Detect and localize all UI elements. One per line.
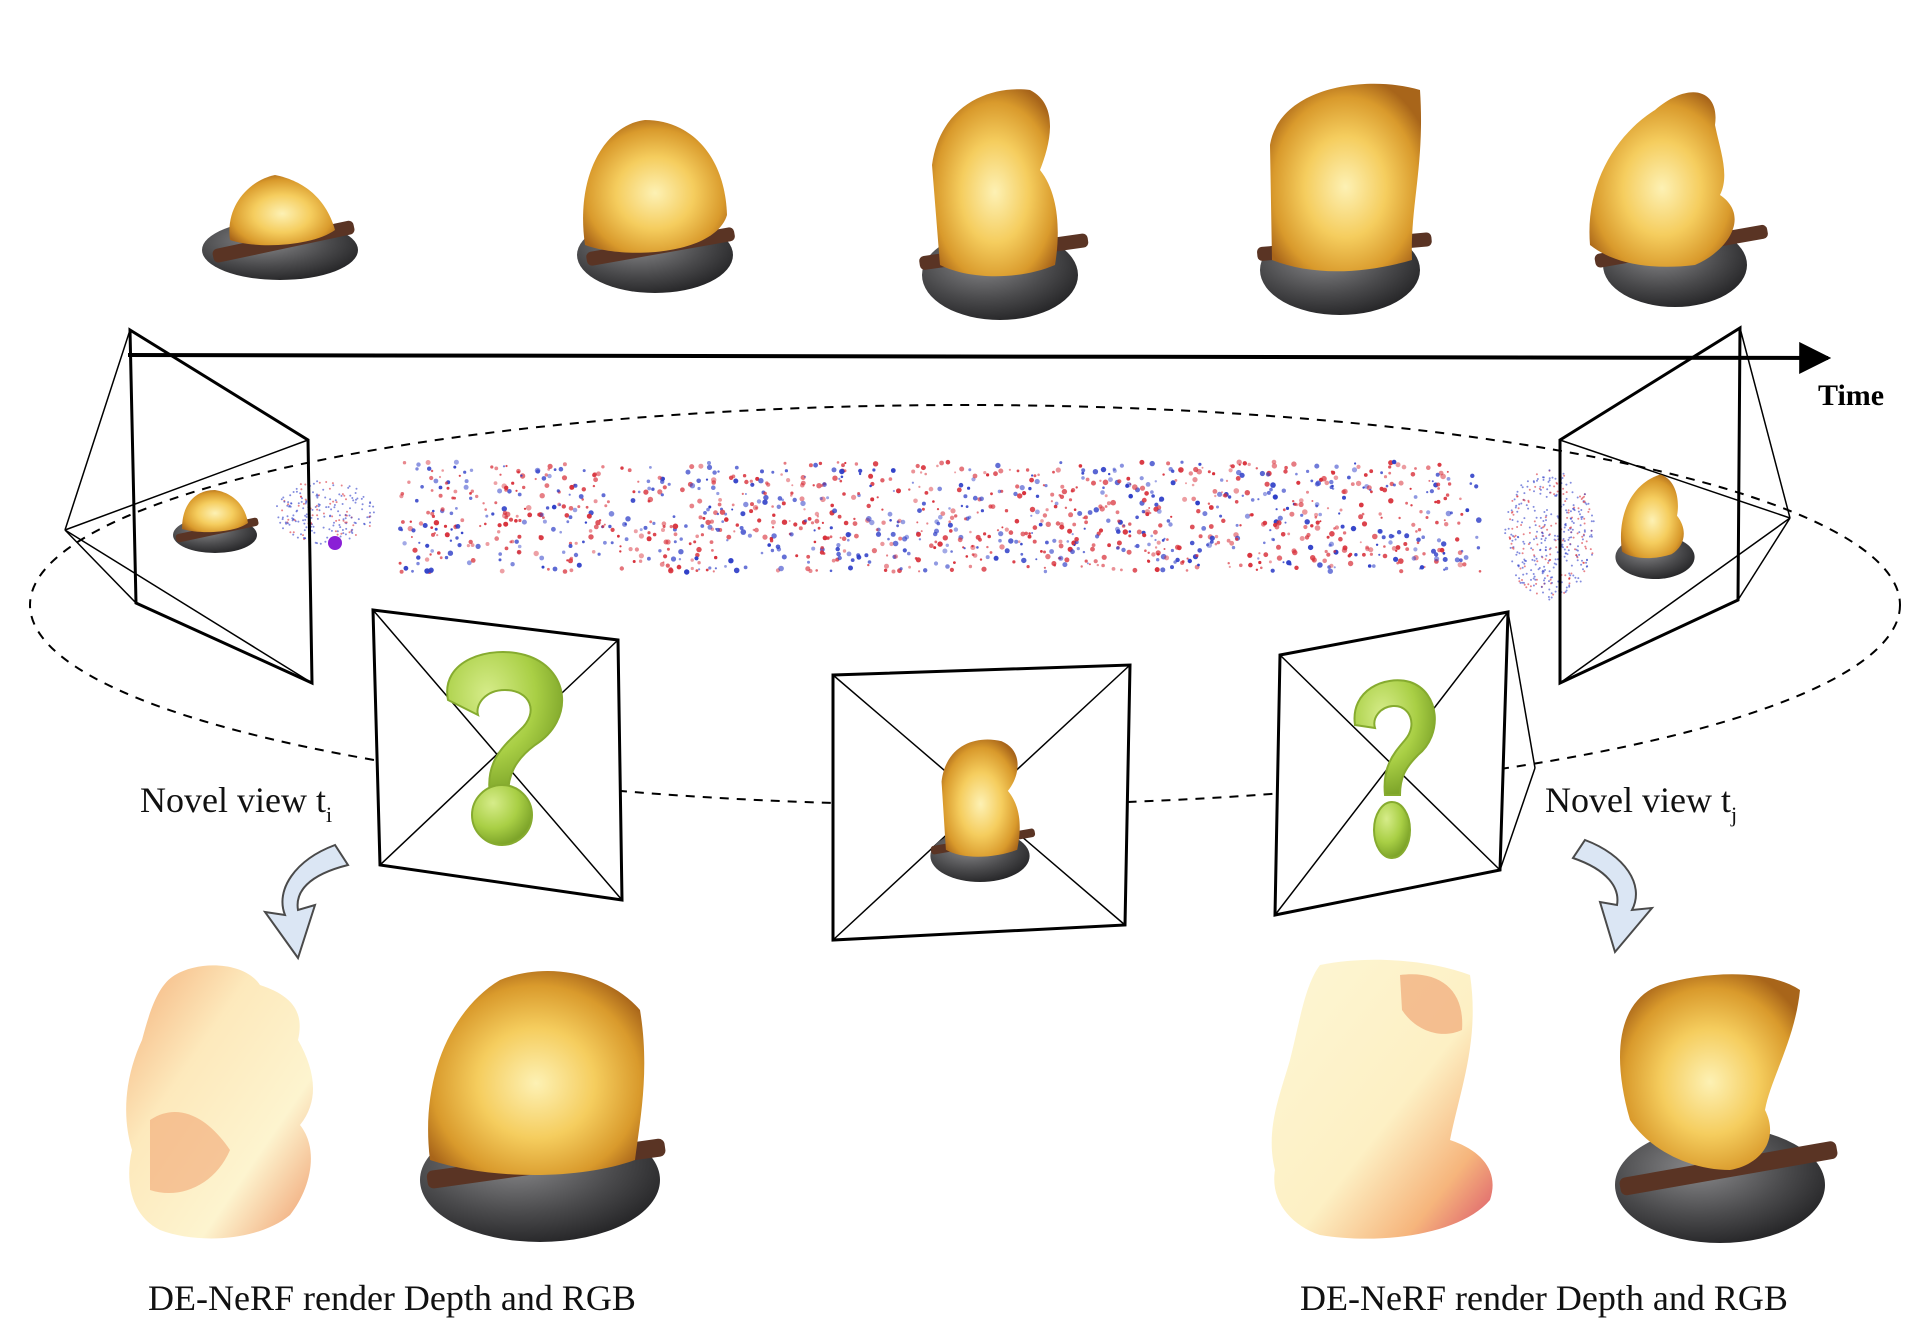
depth-render-right (1271, 959, 1493, 1239)
question-mark-icon (446, 651, 564, 846)
campfire-icon (202, 175, 358, 280)
campfire-icon (577, 120, 735, 293)
campfire-icon (919, 89, 1089, 320)
novel-view-frustum-left (371, 608, 624, 902)
caption-left: DE-NeRF render Depth and RGB (148, 1278, 636, 1318)
campfire-icon (1615, 474, 1695, 579)
center-view-frustum (831, 663, 1132, 942)
novel-view-right-label: Novel view tj (1545, 780, 1737, 827)
campfire-icon (1257, 83, 1432, 315)
time-axis-label: Time (1818, 379, 1884, 412)
point-cloud (276, 459, 1595, 601)
curved-arrow-icon (262, 843, 350, 961)
camera-frustum-icon (64, 327, 342, 686)
depth-render-left (126, 965, 313, 1239)
campfire-icon (1589, 92, 1768, 307)
camera-frustum-icon (1558, 325, 1791, 686)
time-axis-arrow (127, 341, 1832, 374)
campfire-icon (930, 739, 1036, 883)
rgb-render-left (420, 971, 666, 1242)
novel-view-frustum-right (1273, 610, 1536, 917)
novel-view-left-label: Novel view ti (140, 780, 332, 827)
caption-right: DE-NeRF render Depth and RGB (1300, 1278, 1788, 1318)
question-mark-icon (1353, 679, 1436, 859)
rgb-render-right (1615, 974, 1838, 1243)
curved-arrow-icon (1571, 838, 1655, 955)
campfire-icon (173, 490, 259, 553)
